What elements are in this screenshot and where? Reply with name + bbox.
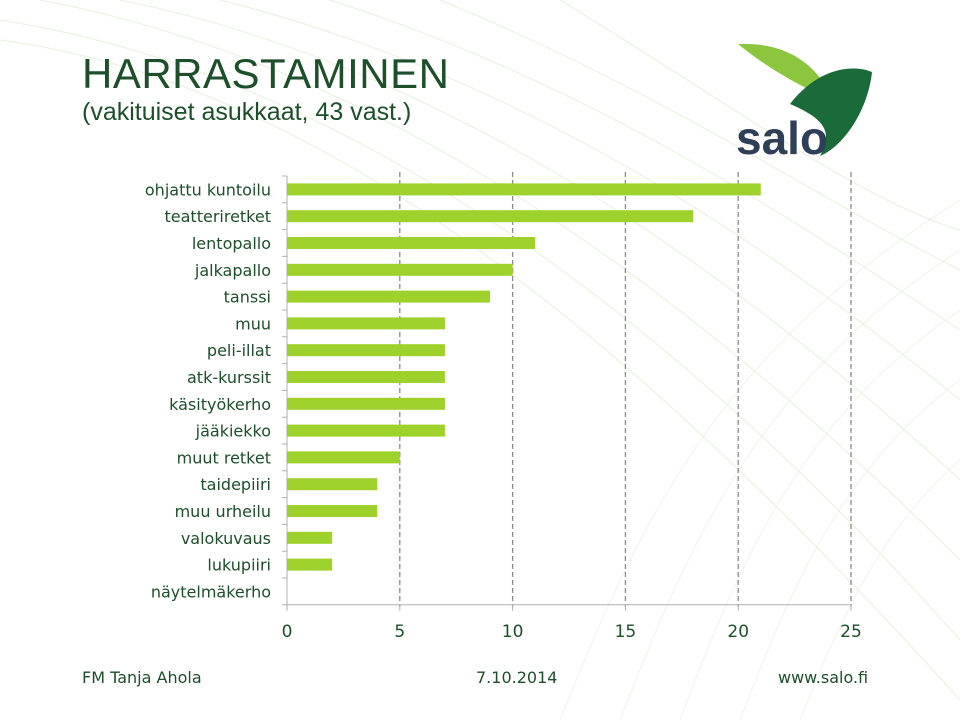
bar [287,344,445,357]
x-tick-label: 25 [840,622,862,642]
footer-author: FM Tanja Ahola [82,668,202,687]
category-label: atk-kurssit [187,368,271,387]
bar [287,371,445,383]
category-label: peli-illat [207,341,271,360]
footer-website[interactable]: www.salo.fi [778,668,869,687]
bar [287,210,694,223]
category-label: muu [235,314,271,333]
page-title: HARRASTAMINEN [82,50,450,97]
category-label: näytelmäkerho [151,582,271,601]
category-label: jääkiekko [195,422,271,441]
page-subtitle: (vakituiset asukkaat, 43 vast.) [82,98,412,126]
bar [287,397,445,410]
bar [287,263,513,276]
bar [287,317,445,330]
category-label: käsityökerho [169,395,271,414]
footer-date: 7.10.2014 [476,668,558,687]
bar [287,237,536,249]
bar [287,531,333,544]
bar [287,505,378,517]
category-label: jalkapallo [194,261,271,280]
category-label: valokuvaus [181,529,271,548]
logo-leaf-right-icon [790,68,872,156]
x-tick-label: 0 [282,622,293,642]
x-tick-label: 5 [394,622,405,642]
logo-text: salo [736,112,828,162]
category-label: muut retket [177,448,271,467]
x-tick-label: 20 [727,622,749,642]
bar [287,558,333,571]
category-label: muu urheilu [175,502,271,521]
category-label: lentopallo [192,234,271,253]
bar [287,183,761,196]
bar [287,451,400,464]
bar [287,478,378,491]
bar [287,290,491,303]
category-label: ohjattu kuntoilu [145,180,271,199]
category-label: tanssi [224,288,271,307]
salo-logo: salo [736,43,872,162]
category-label: lukupiiri [207,556,271,575]
bar [287,424,445,437]
x-tick-label: 15 [615,622,637,642]
x-tick-label: 10 [502,622,524,642]
category-label: teatteriretket [165,207,272,226]
category-label: taidepiiri [200,475,271,494]
